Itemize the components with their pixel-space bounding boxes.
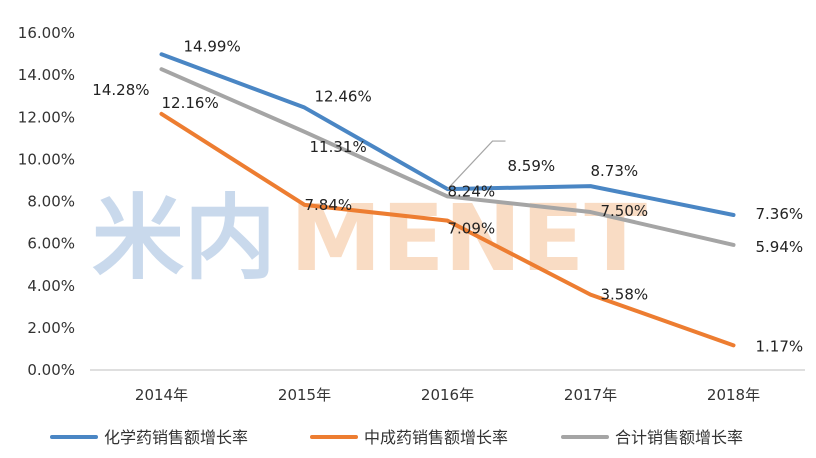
y-tick-label: 14.00% — [18, 66, 75, 84]
data-label: 3.58% — [601, 286, 649, 304]
y-tick-label: 12.00% — [18, 108, 75, 126]
data-label: 11.31% — [310, 138, 367, 156]
y-tick-label: 16.00% — [18, 24, 75, 42]
series-line-3 — [159, 67, 736, 247]
data-label: 5.94% — [756, 238, 804, 256]
data-label: 14.99% — [184, 37, 241, 55]
series-line-2 — [159, 111, 736, 348]
legend-label: 化学药销售额增长率 — [104, 428, 248, 447]
y-tick-label: 10.00% — [18, 150, 75, 168]
x-axis: 2014年 2015年 2016年 2017年 2018年 — [135, 386, 760, 404]
watermark-brand-cn: 米内 — [92, 185, 276, 292]
y-tick-label: 2.00% — [27, 319, 75, 337]
data-label: 12.16% — [162, 94, 219, 112]
callout-leader-line — [447, 140, 506, 190]
x-tick-label: 2015年 — [278, 386, 331, 404]
legend-label: 中成药销售额增长率 — [364, 428, 508, 447]
legend-label: 合计销售额增长率 — [615, 428, 743, 447]
y-axis: 0.00% 2.00% 4.00% 6.00% 8.00% 10.00% 12.00% 14.… — [18, 24, 75, 379]
watermark-brand-en: MENET — [290, 185, 647, 292]
x-tick-label: 2014年 — [135, 386, 188, 404]
data-label: 7.09% — [448, 220, 496, 238]
data-label: 8.73% — [591, 162, 639, 180]
data-label: 8.59% — [508, 157, 556, 175]
data-label: 14.28% — [92, 81, 149, 99]
data-label: 1.17% — [756, 337, 804, 355]
y-tick-label: 4.00% — [27, 277, 75, 295]
y-tick-label: 8.00% — [27, 193, 75, 211]
data-label: 7.50% — [601, 202, 649, 220]
legend: 化学药销售额增长率 中成药销售额增长率 合计销售额增长率 — [50, 428, 743, 447]
y-tick-label: 0.00% — [27, 361, 75, 379]
x-tick-label: 2018年 — [707, 386, 760, 404]
x-tick-label: 2016年 — [421, 386, 474, 404]
x-tick-label: 2017年 — [564, 386, 617, 404]
data-labels: 14.99% 12.46% 8.59% 8.73% 7.36% 12.16% 7.84% 7.… — [92, 37, 803, 355]
menet-watermark: 米内 MENET — [92, 185, 647, 292]
data-label: 12.46% — [315, 88, 372, 106]
data-label: 8.24% — [448, 182, 496, 200]
data-label: 7.36% — [756, 205, 804, 223]
y-tick-label: 6.00% — [27, 235, 75, 253]
data-label: 7.84% — [305, 196, 353, 214]
